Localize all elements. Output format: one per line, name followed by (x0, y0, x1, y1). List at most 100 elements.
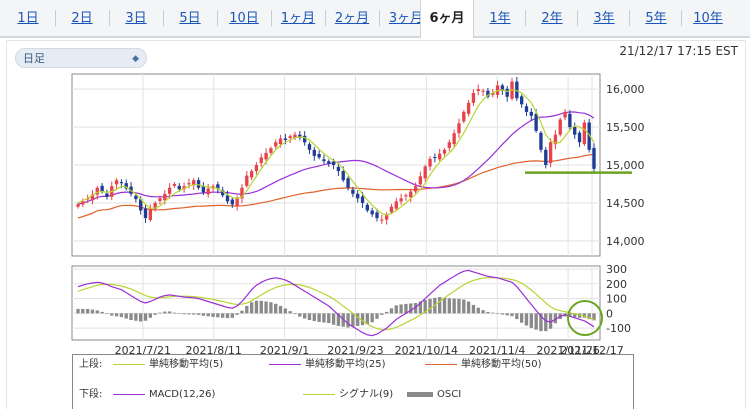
legend-ma5: 単純移動平均(5) (113, 357, 223, 373)
tab-8[interactable]: 6ヶ月 (420, 0, 474, 38)
osci-bar (380, 313, 384, 315)
tab-4[interactable]: 10日 (229, 11, 259, 26)
candle-body (587, 122, 591, 150)
x-tick-label: 2021/10/14 (395, 344, 458, 357)
osci-bar (515, 313, 519, 320)
candle-body (471, 92, 476, 103)
candle-body (447, 142, 451, 148)
ma5-line (77, 89, 595, 216)
period-tab-bar: 1日 2日 3日 5日 10日 1ヶ月 2ヶ月 3ヶ月 6ヶ月 1年 2年 3年 5年 10年 (0, 0, 750, 38)
osci-bar (124, 313, 128, 319)
tab-10[interactable]: 2年 (541, 11, 563, 26)
candle-body (302, 135, 307, 143)
osci-bar (225, 313, 230, 319)
osci-bar (283, 308, 288, 314)
tab-2[interactable]: 3日 (125, 11, 147, 26)
candle-body (322, 159, 326, 162)
tab-7[interactable]: 3ヶ月 (388, 11, 424, 26)
candle-body (100, 185, 104, 192)
osci-bar (577, 313, 582, 318)
osci-bar (172, 312, 177, 314)
legend-signal-label: シグナル(9) (339, 389, 394, 400)
chart-legend: 上段: 単純移動平均(5) 単純移動平均(25) 単純移動平均(50) 下段: … (72, 354, 634, 409)
osci-bar (438, 297, 442, 314)
candle-body (351, 189, 355, 194)
osci-bar (592, 313, 596, 321)
candle-body (500, 85, 505, 91)
osci-bar (134, 313, 138, 321)
osci-bar (192, 313, 196, 315)
candle-body (380, 219, 384, 221)
candle-body (90, 194, 95, 201)
macd-tick-label: 0 (606, 307, 613, 320)
legend-ma5-label: 単純移動平均(5) (149, 359, 224, 370)
legend-ma25: 単純移動平均(25) (269, 357, 386, 373)
tab-separator (109, 10, 110, 26)
osci-bar (110, 313, 114, 316)
osci-bar (100, 311, 104, 314)
osci-bar (519, 313, 524, 323)
candle-body (278, 138, 283, 145)
candle-body (582, 122, 587, 145)
candle-body (370, 210, 374, 215)
osci-bar (486, 311, 490, 314)
candle-body (336, 166, 341, 172)
interval-select[interactable]: 日足 ◆ (15, 48, 147, 68)
candle-body (399, 198, 403, 202)
osci-bar (177, 313, 181, 314)
osci-bar (264, 301, 268, 314)
candle-body (163, 193, 167, 201)
legend-ma25-swatch (269, 363, 301, 365)
candle-body (457, 123, 461, 134)
osci-bar (394, 305, 398, 314)
candle-body (201, 185, 206, 193)
osci-bar (114, 313, 119, 317)
osci-bar (81, 308, 85, 314)
tab-1[interactable]: 2日 (71, 11, 93, 26)
tab-6[interactable]: 2ヶ月 (334, 11, 370, 26)
tab-3[interactable]: 5日 (179, 11, 201, 26)
osci-bar (360, 313, 365, 326)
candle-body (365, 204, 370, 211)
osci-bar (95, 310, 99, 314)
candle-body (288, 136, 292, 139)
osci-bar (529, 313, 533, 328)
candle-body (225, 195, 230, 202)
candle-body (592, 147, 596, 169)
legend-ma25-label: 単純移動平均(25) (305, 359, 386, 370)
price-tick-label: 15,000 (606, 159, 645, 172)
candle-body (505, 88, 509, 97)
osci-bar (201, 313, 206, 316)
candle-body (394, 201, 398, 209)
candle-body (529, 111, 533, 116)
osci-bar (471, 304, 476, 314)
candle-body (486, 90, 490, 97)
candle-body (192, 180, 196, 186)
osci-bar (418, 301, 423, 314)
osci-bar (254, 300, 259, 314)
tab-12[interactable]: 5年 (645, 11, 667, 26)
candle-body (438, 153, 442, 160)
osci-bar (119, 313, 124, 318)
osci-bar (288, 311, 292, 314)
interval-select-value: 日足 (23, 52, 45, 65)
tab-11[interactable]: 3年 (593, 11, 615, 26)
tab-separator (55, 10, 56, 26)
legend-macd: MACD(12,26) (113, 387, 215, 403)
candle-body (249, 171, 254, 178)
x-tick-label: 2021/11/4 (469, 344, 525, 357)
timestamp: 21/12/17 17:15 EST (619, 44, 738, 58)
osci-bar (167, 311, 172, 314)
tab-5[interactable]: 1ヶ月 (280, 11, 316, 26)
osci-bar (302, 313, 307, 319)
osci-bar (442, 297, 447, 314)
tab-9[interactable]: 1年 (489, 11, 511, 26)
candle-body (341, 171, 345, 181)
osci-bar (235, 313, 239, 315)
osci-bar (336, 313, 341, 326)
tab-0[interactable]: 1日 (17, 11, 39, 26)
candle-body (240, 187, 244, 199)
tab-13[interactable]: 10年 (693, 11, 723, 26)
osci-bar (553, 313, 558, 324)
